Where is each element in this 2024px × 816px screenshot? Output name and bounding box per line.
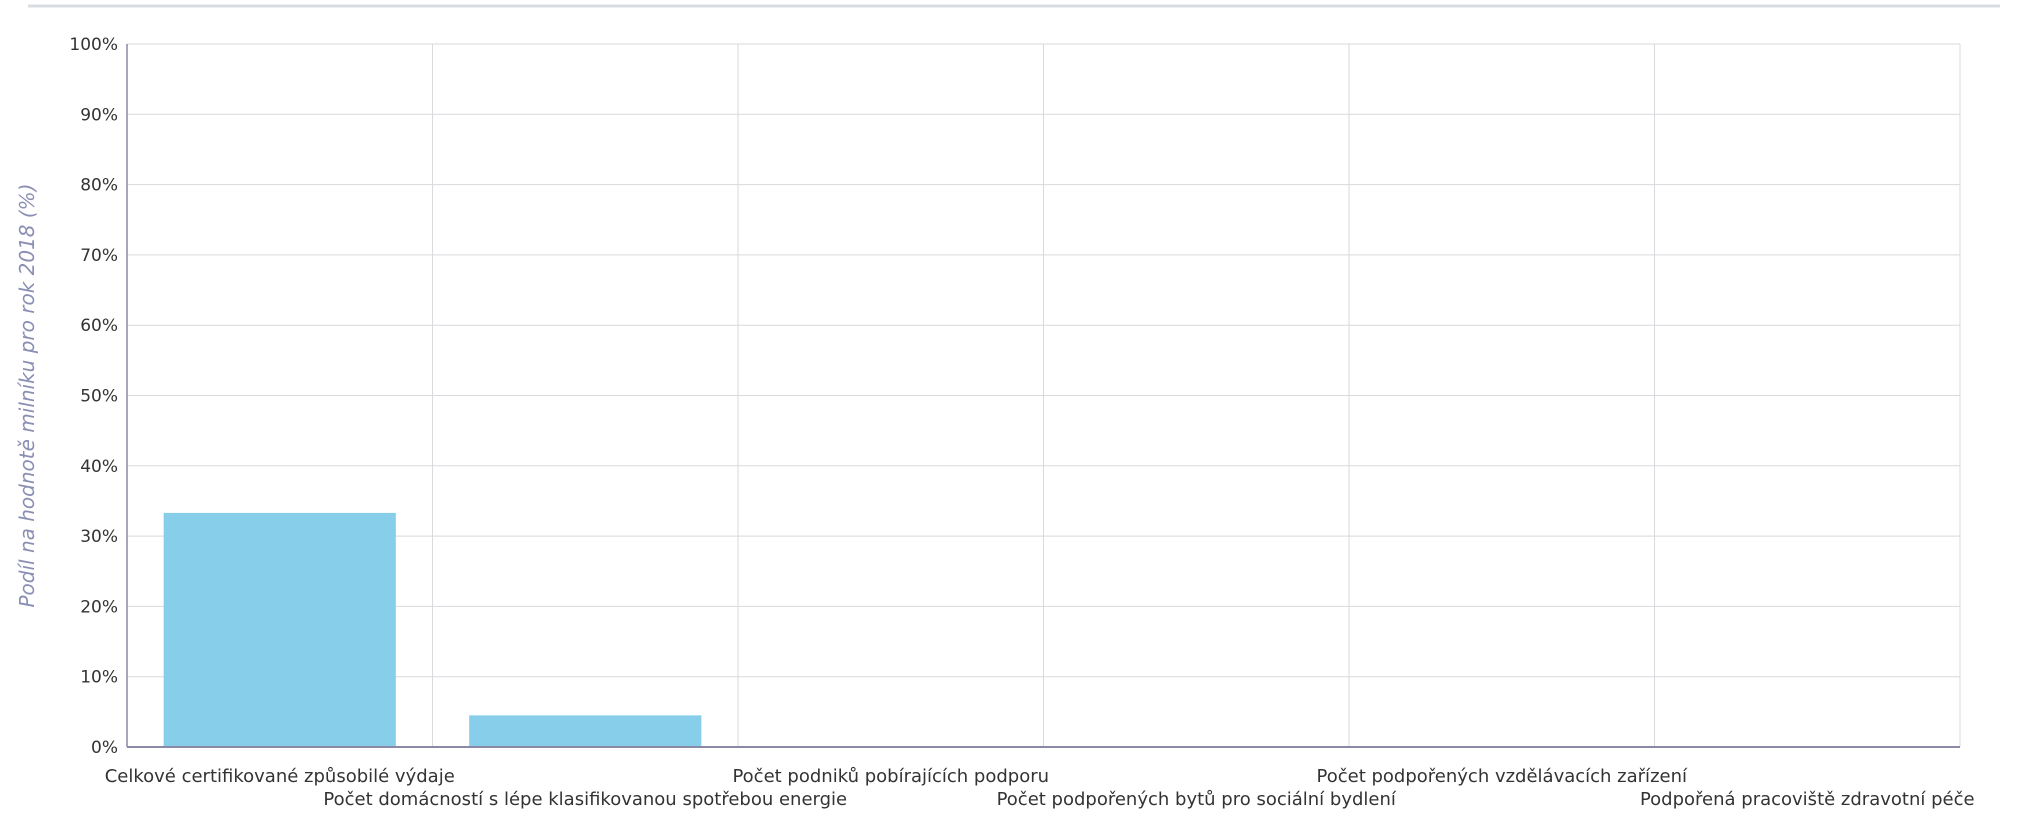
bar [163,512,396,747]
gridlines [127,43,1961,747]
y-axis-label: Podíl na hodnotě milníku pro rok 2018 (%… [15,184,39,608]
bars [163,512,702,747]
y-tick-label: 40% [80,457,118,477]
y-tick-label: 100% [69,35,118,55]
bar [469,715,702,747]
y-tick-label: 10% [80,668,118,688]
x-tick-label: Počet podpořených bytů pro sociální bydl… [997,789,1397,810]
y-tick-label: 90% [80,105,118,125]
axes [126,44,1960,748]
y-tick-label: 30% [80,527,118,547]
y-tick-label: 80% [80,176,118,196]
x-tick-label: Počet podpořených vzdělávacích zařízení [1317,766,1688,787]
x-tick-label: Počet domácností s lépe klasifikovanou s… [323,789,847,810]
y-tick-label: 50% [80,387,118,407]
y-tick-label: 20% [80,597,118,617]
y-tick-label: 0% [91,738,118,758]
x-tick-labels: Celkové certifikované způsobilé výdajePo… [105,766,1975,810]
y-tick-label: 60% [80,316,118,336]
x-tick-label: Počet podniků pobírajících podporu [732,766,1049,787]
x-tick-label: Celkové certifikované způsobilé výdaje [105,766,455,787]
y-tick-label: 70% [80,246,118,266]
y-tick-labels: 0% 10% 20% 30% 40% 50% 60% 70% 80% 90% 100% [69,35,118,758]
x-tick-label: Podpořená pracoviště zdravotní péče [1640,789,1975,810]
